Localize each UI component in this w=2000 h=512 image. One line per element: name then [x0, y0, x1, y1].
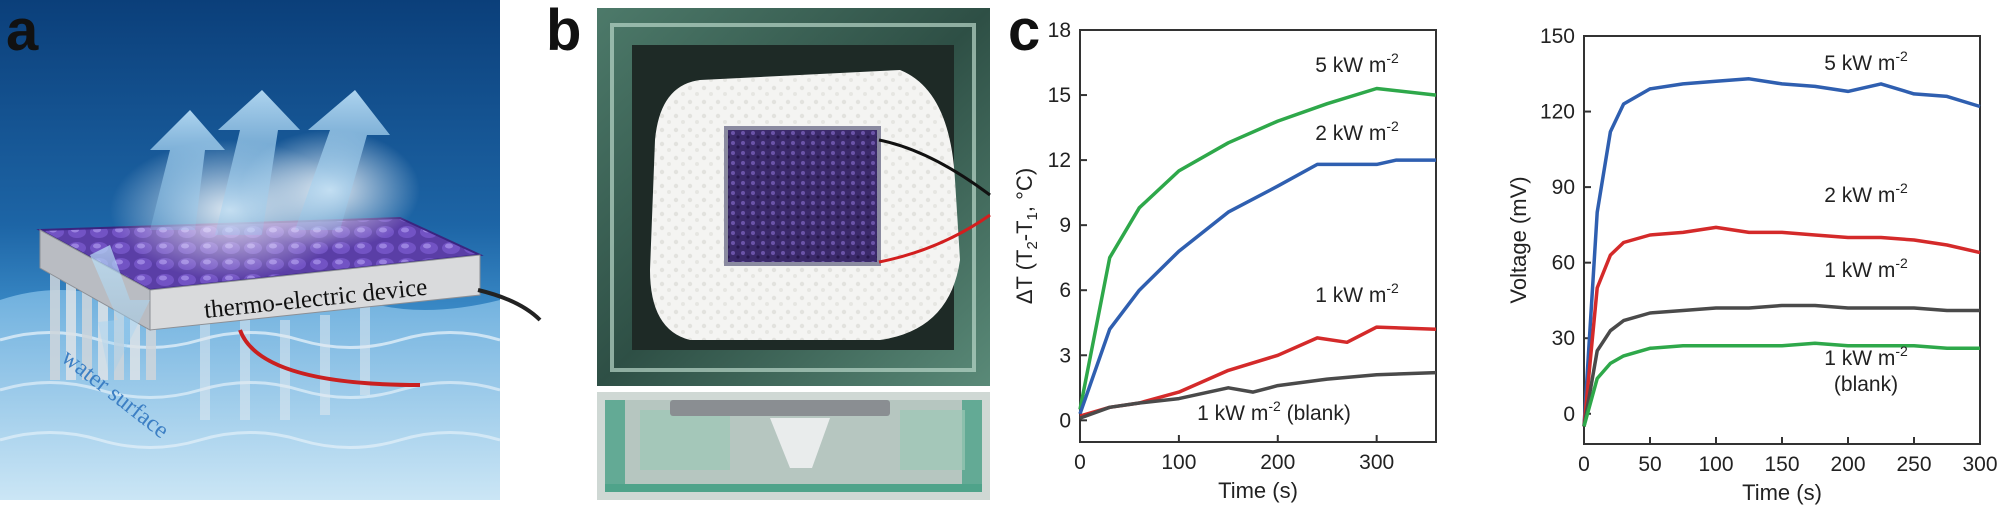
y-tick-label: 15 — [1048, 84, 1071, 107]
glass-wall-right — [962, 400, 982, 492]
y-tick-label: 0 — [1059, 409, 1071, 432]
side-block-right — [900, 410, 965, 470]
x-tick-label: 200 — [1260, 451, 1295, 474]
wave-line — [0, 431, 501, 449]
series-line-blue — [1078, 158, 1436, 415]
y-tick-label: 12 — [1048, 149, 1071, 172]
glass-rim — [610, 23, 976, 372]
y-tick-label: 30 — [1552, 327, 1575, 350]
chart-voltage: 0 50 100 150 200 250 300 0 30 60 90 120 150 Time (s) V… — [1506, 25, 1998, 505]
series-label: 1 kW m-2 — [1824, 255, 1908, 282]
series-line-red — [1582, 225, 1981, 427]
x-tick-label: 0 — [1578, 453, 1590, 476]
y-tick-label: 0 — [1563, 403, 1575, 426]
panel-letter-c: c — [1008, 0, 1041, 63]
y-tick-label: 120 — [1540, 101, 1575, 124]
series-line-blue — [1582, 77, 1981, 427]
series-line-gray — [1582, 303, 1980, 427]
red-wire-photo — [878, 213, 991, 264]
x-tick-label: 300 — [1359, 451, 1394, 474]
series-label: 2 kW m-2 — [1315, 118, 1399, 145]
side-foam-cone — [770, 418, 830, 468]
red-wire — [238, 329, 421, 387]
panel-letter-a: a — [6, 0, 39, 63]
side-block-left — [640, 410, 730, 470]
vapor-arrows — [90, 90, 420, 380]
vapor-arrow — [150, 110, 225, 230]
series-line-green — [1582, 341, 1980, 427]
plot-frame — [1079, 29, 1437, 443]
x-tick-label: 200 — [1830, 453, 1865, 476]
glass-wall-left — [605, 400, 625, 492]
panel-b-photos — [597, 8, 991, 500]
black-wire — [477, 288, 542, 322]
x-axis-label: Time (s) — [1218, 478, 1298, 503]
panel-a-illustration: thermo-electric device water surface — [0, 0, 542, 500]
y-tick-label: 9 — [1059, 214, 1071, 237]
x-axis-label: Time (s) — [1742, 480, 1822, 505]
glass-bottom — [605, 484, 982, 492]
y-tick-label: 3 — [1059, 344, 1071, 367]
series-line-green — [1078, 86, 1437, 410]
vapor-arrow — [215, 90, 300, 235]
y-tick-label: 60 — [1552, 252, 1575, 275]
vapor-arrow — [295, 90, 390, 230]
series-label: 1 kW m-2 — [1824, 343, 1908, 370]
series-label: 5 kW m-2 — [1315, 50, 1399, 77]
series-label: 1 kW m-2 — [1315, 280, 1399, 307]
x-tick-label: 150 — [1764, 453, 1799, 476]
x-tick-label: 100 — [1698, 453, 1733, 476]
y-tick-label: 90 — [1552, 176, 1575, 199]
series-label-tail: (blank) — [1834, 373, 1898, 396]
y-tick-label: 150 — [1540, 25, 1575, 48]
y-tick-label: 18 — [1048, 19, 1071, 42]
x-tick-label: 100 — [1161, 451, 1196, 474]
x-tick-label: 250 — [1896, 453, 1931, 476]
water-uptake-arrow — [90, 245, 150, 380]
y-axis-label: ΔT (T2-T1, °C) — [1012, 168, 1041, 304]
x-tick-label: 300 — [1962, 453, 1997, 476]
y-tick-label: 6 — [1059, 279, 1071, 302]
panel-letter-b: b — [546, 0, 582, 63]
x-tick-label: 0 — [1074, 451, 1086, 474]
y-axis-label: Voltage (mV) — [1506, 176, 1531, 303]
series-label: 5 kW m-2 — [1824, 48, 1908, 75]
series-line-gray — [1079, 370, 1437, 420]
device-side-front — [149, 254, 481, 331]
x-tick-label: 50 — [1638, 453, 1661, 476]
chart-delta-t: 0 100 200 300 0 3 6 9 12 15 18 Time (s) ΔT (T2-T1, °… — [1012, 19, 1437, 503]
black-wire-photo — [878, 138, 991, 197]
series-label: 1 kW m-2 (blank) — [1197, 398, 1351, 425]
absorber-square — [724, 126, 881, 266]
series-label: 2 kW m-2 — [1824, 180, 1908, 207]
side-device-layer — [670, 400, 890, 416]
